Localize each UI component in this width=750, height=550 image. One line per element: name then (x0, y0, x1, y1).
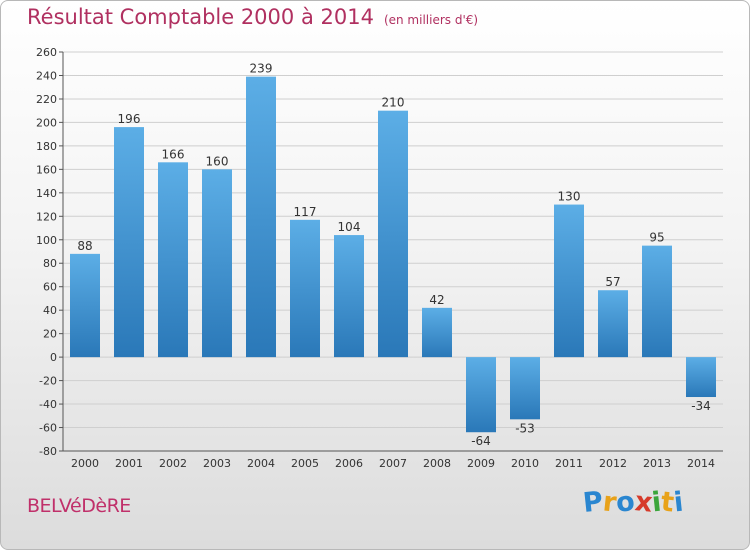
bar-2014 (686, 357, 716, 398)
bar-2002 (158, 162, 188, 358)
value-label: 104 (338, 220, 361, 234)
x-tick-label: 2007 (379, 457, 407, 470)
y-tick-label: 60 (43, 281, 57, 294)
axes (62, 52, 723, 452)
y-tick-label: 140 (36, 187, 57, 200)
value-label: 239 (250, 62, 273, 76)
bar-2009 (466, 357, 496, 433)
y-tick-label: -80 (39, 445, 57, 458)
x-tick-label: 2002 (159, 457, 187, 470)
bar-2012 (598, 290, 628, 358)
y-tick-label: 240 (36, 69, 57, 82)
bar-2003 (202, 169, 232, 358)
value-label: 95 (649, 231, 664, 245)
x-tick-label: 2010 (511, 457, 539, 470)
value-label: 160 (206, 154, 229, 168)
x-tick-label: 2009 (467, 457, 495, 470)
bar-2004 (246, 76, 276, 358)
y-tick-label: 100 (36, 234, 57, 247)
value-label: -34 (691, 399, 711, 413)
y-tick-label: 120 (36, 210, 57, 223)
value-label: 57 (605, 275, 620, 289)
bar-2010 (510, 357, 540, 420)
x-tick-label: 2008 (423, 457, 451, 470)
chart-subtitle: (en milliers d'€) (383, 13, 479, 27)
x-tick-label: 2004 (247, 457, 275, 470)
proxiti-logo: Proxiti (581, 486, 686, 519)
town-name: BELVéDèRE (27, 495, 131, 517)
y-tick-label: -60 (39, 422, 57, 435)
x-tick-label: 2003 (203, 457, 231, 470)
value-label: 117 (294, 205, 317, 219)
x-tick-label: 2012 (599, 457, 627, 470)
chart-title: Résultat Comptable 2000 à 2014 (en millie… (27, 5, 478, 29)
y-tick-label: -40 (39, 398, 57, 411)
y-tick-label: 0 (50, 351, 57, 364)
x-tick-label: 2014 (687, 457, 715, 470)
y-tick-label: 40 (43, 304, 57, 317)
y-tick-label: 260 (36, 46, 57, 59)
bar-2007 (378, 110, 408, 358)
value-label: -64 (471, 434, 491, 448)
bar-2000 (70, 253, 100, 358)
x-tick-label: 2005 (291, 457, 319, 470)
bar-2011 (554, 204, 584, 358)
x-tick-label: 2000 (71, 457, 99, 470)
y-tick-label: 160 (36, 163, 57, 176)
y-tick-label: 20 (43, 328, 57, 341)
bar-2001 (114, 127, 144, 358)
bar-2006 (334, 235, 364, 358)
value-label: 166 (162, 147, 185, 161)
x-tick-label: 2011 (555, 457, 583, 470)
value-label: 88 (77, 239, 92, 253)
value-labels: 88 196 166 160 239 117 104 210 42 -64 -53 130 57 95 -3… (77, 62, 710, 449)
x-tick-label: 2006 (335, 457, 363, 470)
y-tick-labels: -80 -60 -40 -20 0 20 40 60 80 100 120 140 160 180 200 2… (36, 46, 57, 458)
value-label: -53 (515, 421, 535, 435)
title-text: Résultat Comptable 2000 à 2014 (27, 5, 374, 29)
y-tick-label: 200 (36, 116, 57, 129)
bar-2013 (642, 245, 672, 358)
x-tick-label: 2013 (643, 457, 671, 470)
value-label: 42 (429, 293, 444, 307)
value-label: 196 (118, 112, 141, 126)
y-tick-label: 80 (43, 257, 57, 270)
x-tick-label: 2001 (115, 457, 143, 470)
value-label: 210 (382, 96, 405, 110)
value-label: 130 (558, 190, 581, 204)
y-tick-label: 180 (36, 140, 57, 153)
bar-2008 (422, 307, 452, 358)
y-tick-label: -20 (39, 375, 57, 388)
bar-2005 (290, 219, 320, 358)
bars (70, 76, 716, 433)
logo-letter: i (672, 486, 686, 519)
x-tick-labels: 2000 2001 2002 2003 2004 2005 2006 2007 2008 2009… (71, 457, 715, 470)
y-tick-label: 220 (36, 93, 57, 106)
